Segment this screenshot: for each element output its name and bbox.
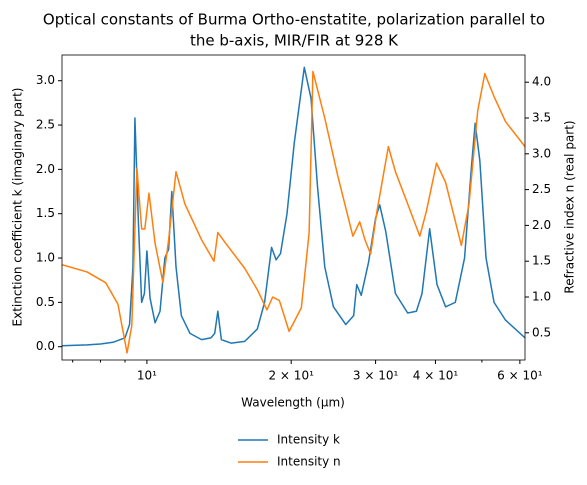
y2-tick-label: 0.5 bbox=[532, 325, 551, 339]
y2-tick-label: 2.0 bbox=[532, 218, 551, 232]
y-tick-label: 2.5 bbox=[36, 118, 55, 132]
x-tick-label: 3 × 10¹ bbox=[353, 369, 399, 383]
y-tick-label: 1.0 bbox=[36, 251, 55, 265]
y-tick-label: 1.5 bbox=[36, 206, 55, 220]
x-tick-label: 2 × 10¹ bbox=[268, 369, 314, 383]
x-axis-label: Wavelength (μm) bbox=[241, 396, 345, 410]
legend-label: Intensity k bbox=[277, 433, 340, 447]
chart-title: Optical constants of Burma Ortho-enstati… bbox=[43, 11, 545, 29]
plot-frame bbox=[61, 54, 526, 361]
data-line bbox=[62, 70, 525, 354]
y2-tick-label: 1.0 bbox=[532, 289, 551, 303]
data-line bbox=[62, 66, 525, 347]
y2-tick-label: 3.0 bbox=[532, 146, 551, 160]
x-tick-label: 10¹ bbox=[137, 369, 157, 383]
y2-axis-label: Refractive index n (real part) bbox=[563, 120, 577, 293]
y-tick-label: 2.0 bbox=[36, 162, 55, 176]
legend-label: Intensity n bbox=[277, 455, 341, 469]
y2-tick-label: 4.0 bbox=[532, 75, 551, 89]
x-tick-label: 6 × 10¹ bbox=[497, 369, 543, 383]
chart-title: the b-axis, MIR/FIR at 928 K bbox=[190, 32, 399, 50]
y-tick-label: 0.5 bbox=[36, 295, 55, 309]
y2-tick-label: 2.5 bbox=[532, 182, 551, 196]
y-tick-label: 0.0 bbox=[36, 339, 55, 353]
y2-tick-label: 1.5 bbox=[532, 254, 551, 268]
y-tick-label: 3.0 bbox=[36, 73, 55, 87]
y2-tick-label: 3.5 bbox=[532, 111, 551, 125]
x-tick-label: 4 × 10¹ bbox=[413, 369, 459, 383]
y-axis-label: Extinction coefficient k (imaginary part… bbox=[11, 88, 25, 327]
